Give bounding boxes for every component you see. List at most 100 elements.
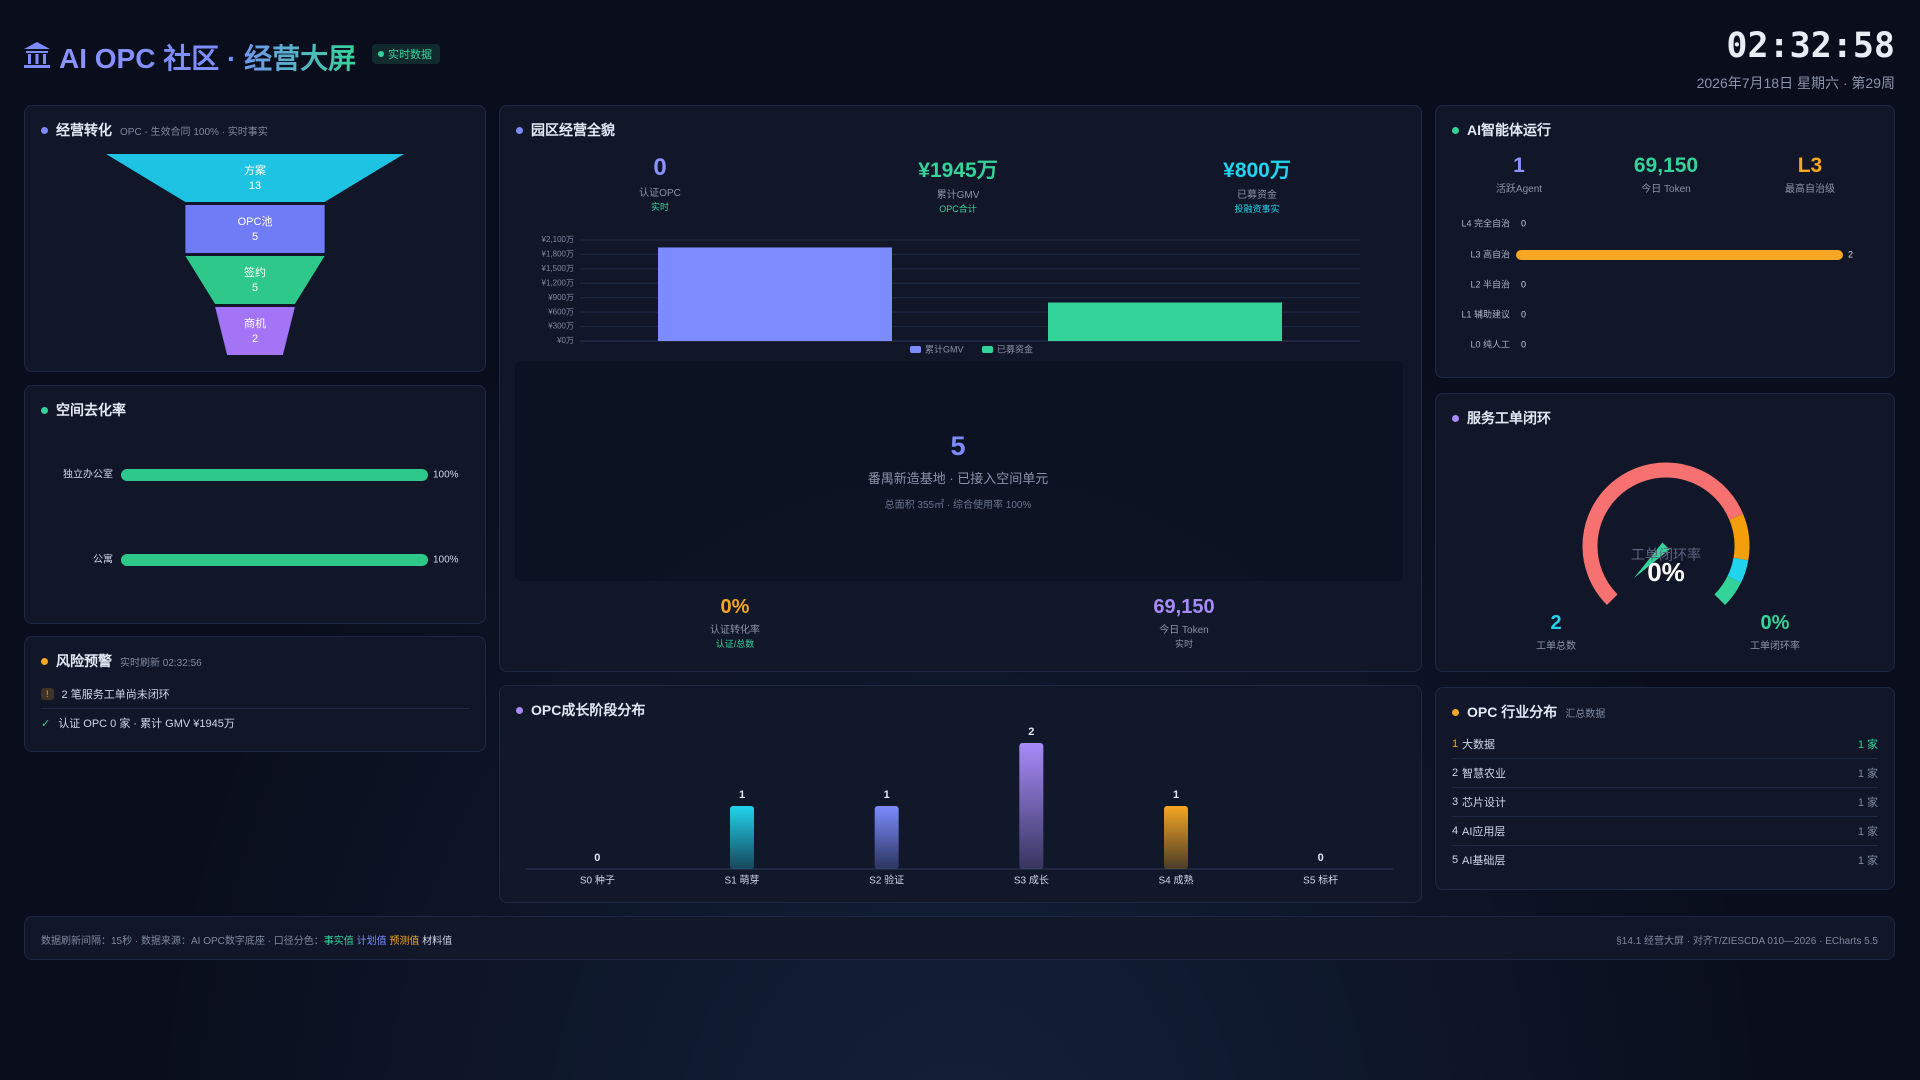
panel-header: 园区经营全貌 [516, 120, 615, 140]
kpi: 0% 工单闭环率 [1750, 612, 1800, 652]
risk-text: 2 笔服务工单尚未闭环 [61, 689, 170, 701]
page-title: AI OPC 社区 · 经营大屏 [59, 37, 356, 77]
panel-header: AI智能体运行 [1452, 120, 1551, 140]
industry-row: 1 大数据 1 家 [1452, 730, 1878, 759]
space-value: 5 [950, 431, 966, 461]
kpi-label: 工单总数 [1536, 641, 1576, 652]
gauge-band [1582, 462, 1744, 606]
panel-title: 园区经营全貌 [531, 122, 615, 138]
kpi-value: 2 [1550, 612, 1562, 634]
panel-title: 经营转化 [56, 122, 112, 138]
legend-label: 已募资金 [997, 343, 1033, 354]
y-tick-label: ¥1,200万 [541, 278, 574, 287]
kpi-label: 今日 Token [1641, 184, 1691, 195]
panel-title: OPC成长阶段分布 [531, 702, 646, 718]
value-label: 100% [433, 470, 459, 481]
industry-panel: OPC 行业分布 汇总数据 1 大数据 1 家 2 智慧农业 1 家 3 芯片设计 1 家 4 AI应… [1435, 687, 1895, 890]
value-label: 1 [884, 789, 890, 801]
risk-icon: ! [41, 688, 54, 700]
category-label: L2 半自治 [1470, 278, 1510, 289]
industry-rank: 3 [1452, 796, 1459, 808]
segment-value: 5 [252, 231, 258, 243]
badge-dot [378, 51, 384, 57]
gauge-name: 工单闭环率 [1631, 547, 1701, 563]
legend-material: 材料值 [422, 936, 453, 947]
legend-swatch [982, 346, 993, 353]
funnel-chart: 方案 13 OPC池 5 签约 5 商机 2 [106, 154, 404, 355]
stage-panel: 0 S0 种子 1 S1 萌芽 1 S2 验证 2 S3 成长 1 S4 成熟 0 S5 标杆 OPC… [499, 685, 1422, 903]
kpi-label: 工单闭环率 [1750, 641, 1800, 652]
bar [874, 806, 899, 869]
gauge-band [1729, 514, 1750, 561]
kpi: 69,150 今日 Token 实时 [1153, 596, 1214, 650]
panel-title: 风险预警 [56, 653, 112, 669]
panel-header: 空间去化率 [41, 400, 126, 420]
value-label: 2 [1028, 726, 1034, 738]
risk-text: 认证 OPC 0 家 · 累计 GMV ¥1945万 [58, 718, 235, 730]
park-panel: ¥0万 ¥300万 ¥600万 ¥900万 ¥1,200万 ¥1,500万 ¥1,800万 ¥… [499, 105, 1422, 672]
segment-label: 签约 [244, 265, 266, 279]
legend-label: 累计GMV [925, 343, 964, 354]
panel-subtitle: 实时刷新 02:32:56 [120, 657, 202, 669]
industry-row: 3 芯片设计 1 家 [1452, 788, 1878, 817]
panel-header: OPC 行业分布 汇总数据 [1452, 702, 1605, 722]
funnel-segment [215, 307, 295, 355]
bar [1019, 743, 1044, 869]
gauge-value: 0% [1647, 557, 1685, 587]
bar [730, 806, 754, 869]
kpi-value: 69,150 [1633, 154, 1699, 177]
industry-rank: 4 [1452, 825, 1459, 837]
live-badge: 实时数据 [372, 44, 440, 64]
funnel-panel: 方案 13 OPC池 5 签约 5 商机 2 经营转化 OPC - 生效合同 100% · 实时… [24, 105, 486, 372]
segment-label: 方案 [244, 163, 266, 177]
panel-subtitle: OPC - 生效合同 100% · 实时事实 [120, 126, 268, 138]
value-label: 0 [1521, 309, 1526, 319]
kpi-label: 累计GMV [936, 190, 980, 201]
panel-header: 风险预警 实时刷新 02:32:56 [41, 651, 202, 671]
value-label: 0 [1521, 279, 1526, 289]
category-label: L4 完全自治 [1461, 217, 1510, 228]
kpi-note: OPC合计 [939, 204, 977, 214]
legend-swatch [910, 346, 921, 353]
x-tick-label: S2 验证 [869, 874, 904, 887]
kpi: 2 工单总数 [1536, 612, 1576, 652]
value-label: 0 [1521, 218, 1526, 228]
panel-header: 经营转化 OPC - 生效合同 100% · 实时事实 [41, 120, 268, 140]
bar [1164, 806, 1188, 869]
x-tick-label: S5 标杆 [1303, 875, 1338, 887]
space-box [515, 361, 1403, 581]
kpi: 0% 认证转化率认证/总数 [710, 596, 760, 650]
panel-header: OPC成长阶段分布 [516, 700, 645, 720]
kpi-value: 69,150 [1153, 596, 1215, 618]
space-panel: 独立办公室 100% 公寓 100% 空间去化率 [24, 385, 486, 624]
industry-rank: 1 [1452, 738, 1459, 750]
kpi-note: 认证/总数 [715, 639, 755, 649]
bar [658, 247, 892, 341]
kpi-label: 今日 Token [1159, 625, 1209, 636]
legend-forecast: 预测值 [389, 936, 420, 947]
segment-value: 2 [252, 333, 258, 345]
funnel-segment [185, 256, 325, 304]
footer-text: 数据刷新间隔：15秒 · 数据来源：AI OPC数字底座 · 口径分色： [41, 936, 324, 947]
risk-panel: 风险预警 实时刷新 02:32:56 ! 2 笔服务工单尚未闭环 ✓ 认证 OPC 0… [24, 636, 486, 752]
clock: 02:32:58 [1726, 26, 1895, 66]
segment-value: 13 [249, 180, 261, 192]
space-note: 总面积 355㎡ · 综合使用率 100% [884, 500, 1032, 511]
category-label: 公寓 [93, 553, 113, 566]
bar [1048, 302, 1282, 341]
value-label: 100% [433, 555, 459, 566]
value-label: 0 [594, 852, 600, 864]
industry-count: 1 家 [1857, 768, 1878, 780]
space-chart: 独立办公室 100% 公寓 100% [63, 468, 459, 566]
x-tick-label: S3 成长 [1014, 875, 1049, 887]
kpi-value: 0% [720, 596, 750, 618]
category-label: 独立办公室 [63, 468, 113, 481]
space-label: 番禺新造基地 · 已接入空间单元 [867, 471, 1049, 486]
legend-fact: 事实值 [323, 936, 354, 947]
kpi-label: 认证转化率 [710, 625, 760, 636]
kpi: L3 最高自治级 [1785, 154, 1835, 195]
kpi-note: 投融资事实 [1234, 204, 1280, 214]
footer: 数据刷新间隔：15秒 · 数据来源：AI OPC数字底座 · 口径分色：事实值 … [24, 916, 1895, 960]
industry-name: 智慧农业 [1462, 768, 1506, 780]
category-label: L0 纯人工 [1470, 338, 1510, 349]
